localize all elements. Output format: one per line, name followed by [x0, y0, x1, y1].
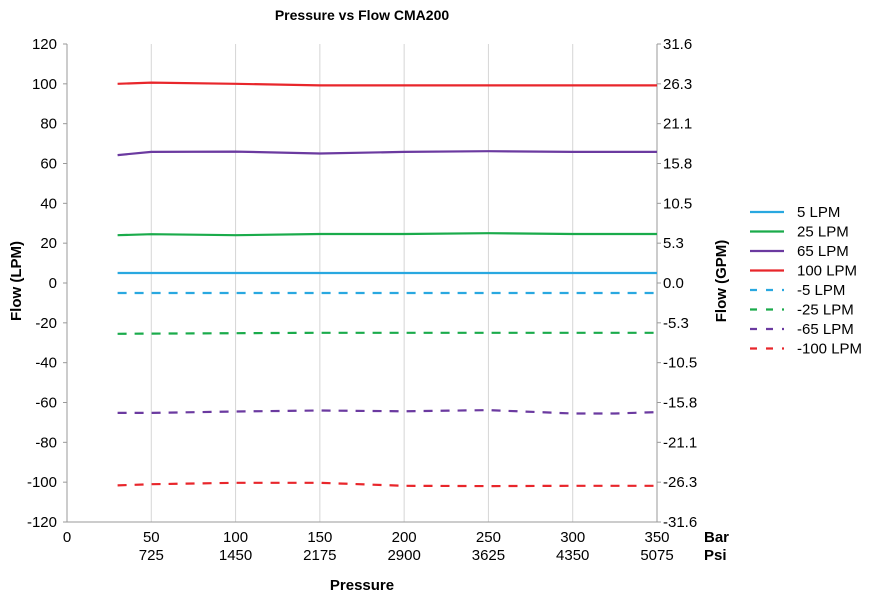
legend-label: 5 LPM	[797, 204, 840, 221]
legend-label: -100 LPM	[797, 341, 862, 358]
y2-tick-label: -21.1	[663, 434, 697, 451]
y-tick-label: -60	[35, 395, 57, 412]
x2-tick-label: 4350	[556, 547, 589, 564]
series-layer	[117, 81, 658, 488]
y2-tick-label: -5.3	[663, 315, 689, 332]
series-line	[117, 481, 657, 488]
x-tick-label: 0	[63, 529, 71, 546]
x-tick-label: 150	[307, 529, 332, 546]
y2-axis-label: Flow (GPM)	[713, 240, 730, 323]
x-tick-label: 350	[644, 529, 669, 546]
grid	[150, 44, 658, 522]
y2-tick-label: -10.5	[663, 355, 697, 372]
x2-tick-label: 1450	[219, 547, 252, 564]
legend-label: -5 LPM	[797, 282, 845, 299]
y-tick-label: -40	[35, 355, 57, 372]
legend-label: 65 LPM	[797, 243, 849, 260]
y-tick-label: 120	[32, 36, 57, 53]
x-tick-label: 250	[476, 529, 501, 546]
y2-tick-label: 31.6	[663, 36, 692, 53]
y-tick-label: 80	[40, 116, 57, 133]
y2-tick-label: 15.8	[663, 156, 692, 173]
y-tick-label: 0	[49, 275, 57, 292]
legend-label: 25 LPM	[797, 224, 849, 241]
x2-tick-label: 2900	[387, 547, 420, 564]
x-axis-label: Pressure	[330, 577, 394, 594]
legend-label: -65 LPM	[797, 321, 854, 338]
y-tick-label: 40	[40, 195, 57, 212]
x-tick-label: 200	[392, 529, 417, 546]
tick-labels: 120100806040200-20-40-60-80-100-12031.62…	[27, 36, 697, 564]
y-axis-label: Flow (LPM)	[8, 241, 25, 321]
series-line	[117, 409, 658, 415]
y-tick-label: -80	[35, 434, 57, 451]
y2-tick-label: 0.0	[663, 275, 684, 292]
y-tick-label: 20	[40, 235, 57, 252]
series-line	[117, 150, 657, 157]
y-tick-label: 100	[32, 76, 57, 93]
y2-tick-label: -31.6	[663, 514, 697, 531]
x-tick-label: 100	[223, 529, 248, 546]
legend-label: 100 LPM	[797, 263, 857, 280]
y2-tick-label: 5.3	[663, 235, 684, 252]
x-unit-psi: Psi	[704, 547, 727, 564]
y2-tick-label: 21.1	[663, 116, 692, 133]
x-tick-label: 50	[143, 529, 160, 546]
y-tick-label: -120	[27, 514, 57, 531]
y-tick-label: -20	[35, 315, 57, 332]
series-line	[117, 232, 657, 237]
y2-tick-label: -15.8	[663, 395, 697, 412]
x2-tick-label: 725	[139, 547, 164, 564]
axes	[63, 43, 661, 523]
legend-label: -25 LPM	[797, 302, 854, 319]
x2-tick-label: 3625	[472, 547, 505, 564]
x2-tick-label: 5075	[640, 547, 673, 564]
chart-title: Pressure vs Flow CMA200	[275, 7, 450, 23]
x2-tick-label: 2175	[303, 547, 336, 564]
y2-tick-label: 26.3	[663, 76, 692, 93]
x-unit-bar: Bar	[704, 529, 729, 546]
series-line	[117, 81, 657, 87]
y2-tick-label: -26.3	[663, 474, 697, 491]
y-tick-label: -100	[27, 474, 57, 491]
y-tick-label: 60	[40, 156, 57, 173]
series-line	[117, 331, 657, 335]
y2-tick-label: 10.5	[663, 195, 692, 212]
legend: 5 LPM 25 LPM 65 LPM 100 LPM -5 LPM -25 LPM -65…	[750, 204, 862, 358]
x-tick-label: 300	[560, 529, 585, 546]
